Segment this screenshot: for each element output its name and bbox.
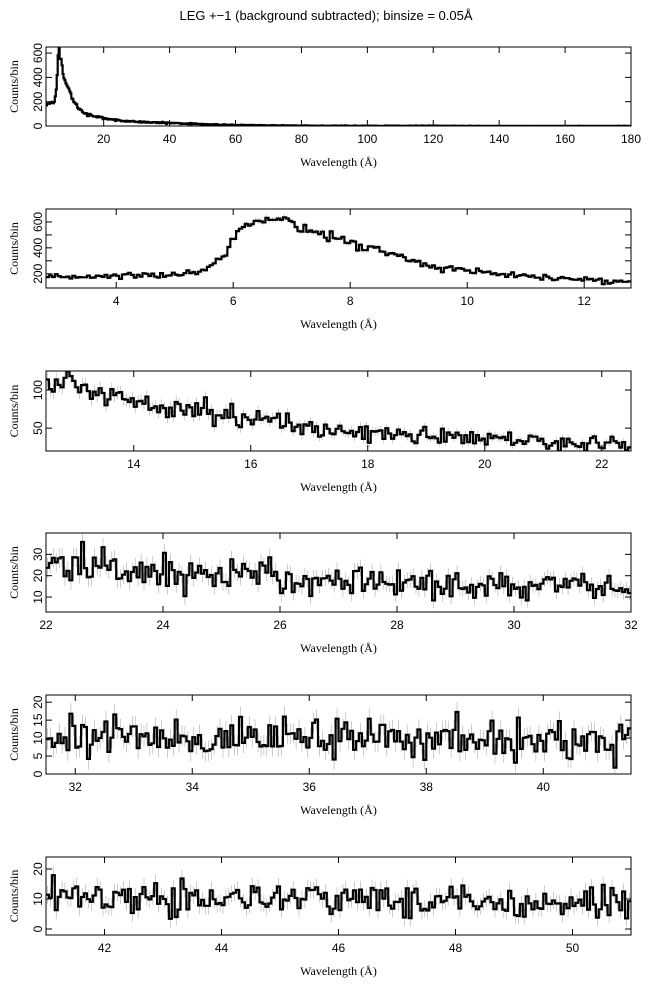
chart-panel-3: 14 16 18 20 22 50 100 Wavelength (Å) Counts/bin [7, 370, 632, 494]
chart-panel-4: 22 24 26 28 30 32 10 20 30 Wavelength (Å) Counts/b… [7, 532, 638, 655]
x-tick-label: 22 [39, 618, 53, 632]
plot-frame [45, 208, 632, 289]
x-tick-label: 26 [273, 618, 287, 632]
x-tick-label: 28 [390, 618, 404, 632]
spectrum-line [46, 47, 631, 126]
plot-frame [45, 46, 632, 127]
chart-panel-6: 42 44 46 48 50 0 10 20 Wavelength (Å) Counts/bin [7, 856, 632, 978]
x-tick-label: 6 [230, 294, 237, 308]
spectrum-line [46, 371, 631, 451]
x-tick-label: 16 [244, 457, 258, 471]
x-axis-label: Wavelength (Å) [300, 480, 377, 494]
x-tick-label: 34 [186, 780, 200, 794]
x-tick-label: 8 [347, 294, 354, 308]
spectrum-line [46, 874, 631, 920]
x-tick-label: 20 [478, 457, 492, 471]
plot-frame [45, 694, 632, 775]
x-tick-label: 40 [537, 780, 551, 794]
x-tick-label: 32 [624, 618, 638, 632]
spectrum-line [46, 710, 631, 769]
x-axis-label: Wavelength (Å) [300, 155, 377, 169]
x-tick-label: 80 [295, 132, 309, 146]
x-tick-label: 44 [215, 941, 229, 955]
chart-panel-5: 32 34 36 38 40 0 5 10 15 20 Wavelength (Å) Counts/b… [7, 694, 632, 817]
y-tick-label: 30 [31, 547, 45, 561]
x-tick-label: 100 [357, 132, 377, 146]
y-tick-label: 20 [31, 569, 45, 583]
y-tick-label: 100 [31, 380, 45, 400]
y-tick-label: 15 [31, 713, 45, 727]
x-axis-label: Wavelength (Å) [300, 803, 377, 817]
x-tick-label: 48 [449, 941, 463, 955]
y-tick-label: 5 [31, 752, 45, 759]
y-tick-label: 50 [31, 421, 45, 435]
figure-title: LEG +−1 (background subtracted); binsize… [179, 8, 473, 23]
x-tick-label: 120 [423, 132, 443, 146]
y-tick-label: 0 [31, 122, 45, 129]
x-tick-label: 160 [555, 132, 575, 146]
x-tick-label: 60 [229, 132, 243, 146]
x-tick-label: 140 [489, 132, 509, 146]
y-tick-label: 200 [31, 91, 45, 111]
y-tick-label: 0 [31, 770, 45, 777]
x-tick-label: 36 [303, 780, 317, 794]
x-tick-label: 22 [595, 457, 609, 471]
x-tick-label: 38 [420, 780, 434, 794]
x-tick-label: 20 [97, 132, 111, 146]
x-axis-label: Wavelength (Å) [300, 317, 377, 331]
y-axis-label: Counts/bin [7, 546, 21, 599]
x-tick-label: 40 [163, 132, 177, 146]
y-tick-label: 400 [31, 67, 45, 87]
x-tick-label: 24 [156, 618, 170, 632]
y-axis-label: Counts/bin [7, 385, 21, 438]
x-tick-label: 12 [578, 294, 592, 308]
y-tick-label: 600 [31, 43, 45, 63]
y-axis-label: Counts/bin [7, 708, 21, 761]
y-tick-label: 10 [31, 590, 45, 604]
y-tick-label: 20 [31, 862, 45, 876]
x-tick-label: 46 [332, 941, 346, 955]
y-axis-label: Counts/bin [7, 60, 21, 113]
x-tick-label: 30 [507, 618, 521, 632]
y-tick-label: 600 [31, 212, 45, 232]
plot-frame [45, 532, 632, 613]
spectrum-line [46, 216, 631, 286]
x-tick-label: 10 [461, 294, 475, 308]
x-tick-label: 50 [566, 941, 580, 955]
y-tick-label: 200 [31, 263, 45, 283]
x-tick-label: 42 [98, 941, 112, 955]
chart-panel-2: 4 6 8 10 12 200 400 600 Wavelength (Å) Counts/bin [7, 208, 632, 331]
y-tick-label: 400 [31, 238, 45, 258]
x-tick-label: 32 [69, 780, 83, 794]
spectrum-line [46, 540, 631, 602]
x-tick-label: 14 [127, 457, 141, 471]
x-tick-label: 4 [113, 294, 120, 308]
x-axis-label: Wavelength (Å) [300, 641, 377, 655]
x-tick-label: 18 [361, 457, 375, 471]
y-axis-label: Counts/bin [7, 870, 21, 923]
y-tick-label: 10 [31, 892, 45, 906]
y-tick-label: 10 [31, 731, 45, 745]
x-axis-label: Wavelength (Å) [300, 964, 377, 978]
x-tick-label: 180 [621, 132, 641, 146]
y-axis-label: Counts/bin [7, 222, 21, 275]
y-tick-label: 0 [31, 925, 45, 932]
y-tick-label: 20 [31, 695, 45, 709]
chart-panel-1: 20 40 60 80 100 120 140 160 180 0 200 400 600 Wavelen… [7, 43, 641, 169]
plot-frame [45, 370, 632, 452]
